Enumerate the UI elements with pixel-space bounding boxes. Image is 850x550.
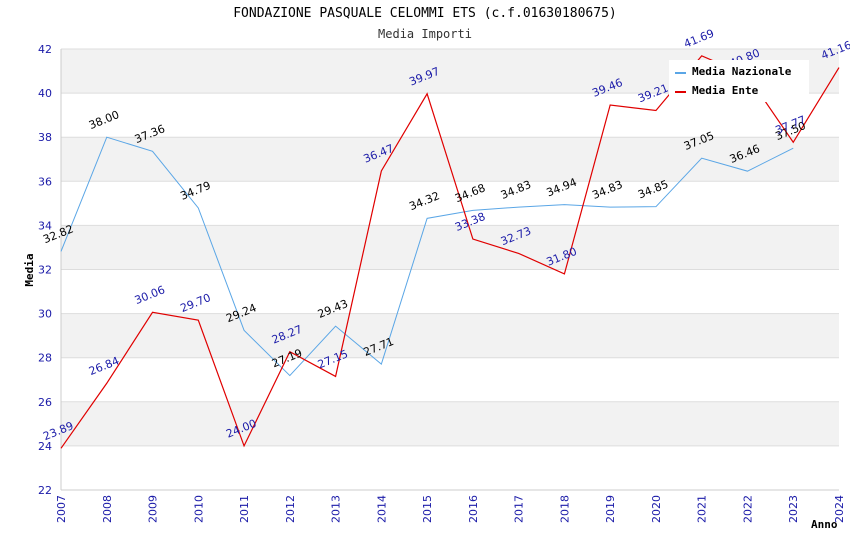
x-tick-label: 2024	[833, 495, 846, 523]
y-tick-label: 40	[38, 87, 52, 100]
y-tick-label: 30	[38, 308, 52, 321]
grid-band	[61, 313, 839, 358]
y-axis-ticks: 22 24 26 28 30 32 34 36 38 40 42	[38, 43, 52, 497]
grid-band	[61, 269, 839, 314]
x-tick-label: 2016	[467, 495, 480, 523]
x-tick-label: 2010	[192, 495, 205, 523]
y-tick-label: 42	[38, 43, 52, 56]
x-tick-label: 2018	[558, 495, 571, 523]
grid-band	[61, 137, 839, 182]
grid-band	[61, 401, 839, 446]
grid-band	[61, 181, 839, 226]
grid-lines	[60, 48, 839, 491]
x-tick-label: 2011	[238, 495, 251, 523]
chart-legend: Media Nazionale Media Ente	[669, 60, 809, 102]
y-axis-label: Media	[23, 253, 36, 286]
x-axis-label: Anno	[811, 518, 838, 531]
x-tick-label: 2008	[101, 495, 114, 523]
y-tick-label: 34	[38, 219, 52, 232]
y-tick-label: 28	[38, 352, 52, 365]
y-tick-label: 32	[38, 264, 52, 277]
y-tick-label: 22	[38, 484, 52, 497]
x-tick-label: 2013	[330, 495, 343, 523]
data-label-ente: 41.69	[682, 27, 716, 51]
x-tick-label: 2012	[284, 495, 297, 523]
legend-swatch-ente	[675, 91, 686, 93]
grid-band	[61, 225, 839, 270]
x-tick-label: 2015	[421, 495, 434, 523]
series-line-nazionale	[60, 136, 794, 377]
x-axis-ticks: 2007 2008 2009 2010 2011 2012 2013 2014 2015 2016…	[55, 495, 846, 523]
x-tick-label: 2007	[55, 495, 68, 523]
x-tick-label: 2022	[741, 495, 754, 523]
x-tick-label: 2021	[696, 495, 709, 523]
y-tick-label: 38	[38, 131, 52, 144]
series-lines	[60, 55, 840, 449]
series-line-ente	[60, 55, 840, 449]
legend-swatch-nazionale	[675, 72, 686, 74]
x-tick-label: 2023	[787, 495, 800, 523]
y-tick-label: 24	[38, 440, 52, 453]
legend-item-nazionale: Media Nazionale	[675, 64, 809, 80]
x-tick-label: 2014	[375, 495, 388, 523]
x-tick-label: 2017	[513, 495, 526, 523]
legend-item-ente: Media Ente	[675, 83, 809, 99]
y-tick-label: 36	[38, 175, 52, 188]
legend-label-nazionale: Media Nazionale	[692, 65, 792, 78]
grid-band	[61, 445, 839, 490]
x-tick-label: 2009	[147, 495, 160, 523]
y-tick-label: 26	[38, 396, 52, 409]
grid-band	[61, 357, 839, 402]
x-tick-label: 2020	[650, 495, 663, 523]
chart-title: FONDAZIONE PASQUALE CELOMMI ETS (c.f.016…	[233, 6, 617, 21]
legend-label-ente: Media Ente	[692, 84, 759, 97]
x-tick-label: 2019	[604, 495, 617, 523]
chart-subtitle: Media Importi	[378, 27, 472, 41]
grid-bands	[61, 49, 839, 490]
